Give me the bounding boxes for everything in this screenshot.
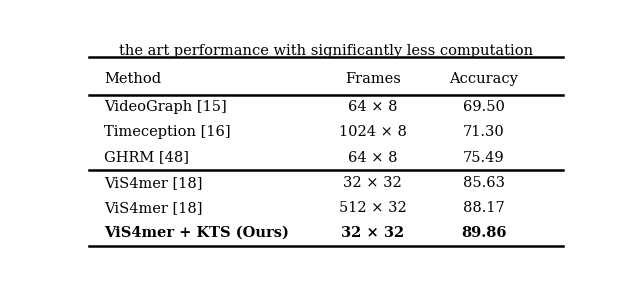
Text: Method: Method xyxy=(104,72,162,87)
Text: 512 × 32: 512 × 32 xyxy=(339,201,406,215)
Text: 71.30: 71.30 xyxy=(463,125,504,139)
Text: Frames: Frames xyxy=(345,72,401,87)
Text: 69.50: 69.50 xyxy=(463,100,504,114)
Text: 1024 × 8: 1024 × 8 xyxy=(339,125,406,139)
Text: 32 × 32: 32 × 32 xyxy=(343,176,402,190)
Text: GHRM [48]: GHRM [48] xyxy=(104,151,189,164)
Text: 89.86: 89.86 xyxy=(461,226,506,240)
Text: VideoGraph [15]: VideoGraph [15] xyxy=(104,100,227,114)
Text: Accuracy: Accuracy xyxy=(449,72,518,87)
Text: 75.49: 75.49 xyxy=(463,151,504,164)
Text: Timeception [16]: Timeception [16] xyxy=(104,125,231,139)
Text: the art performance with significantly less computation: the art performance with significantly l… xyxy=(119,44,533,58)
Text: 64 × 8: 64 × 8 xyxy=(348,151,398,164)
Text: ViS4mer [18]: ViS4mer [18] xyxy=(104,201,203,215)
Text: 85.63: 85.63 xyxy=(462,176,505,190)
Text: ViS4mer + KTS (Ours): ViS4mer + KTS (Ours) xyxy=(104,226,289,240)
Text: 64 × 8: 64 × 8 xyxy=(348,100,398,114)
Text: ViS4mer [18]: ViS4mer [18] xyxy=(104,176,203,190)
Text: 88.17: 88.17 xyxy=(463,201,504,215)
Text: 32 × 32: 32 × 32 xyxy=(341,226,404,240)
